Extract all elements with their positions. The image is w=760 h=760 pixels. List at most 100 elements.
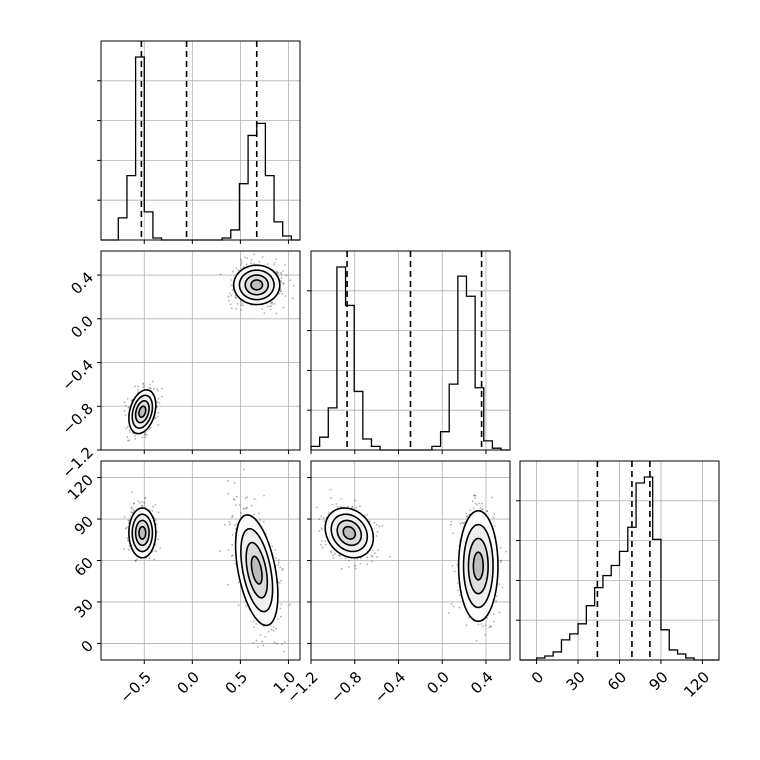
sample-point [330,550,333,553]
histogram-panel-2 [307,250,511,454]
histogram-panel-2-frame [310,250,511,451]
sample-point [474,497,477,500]
sample-point [459,522,462,525]
contour-1-2 [330,513,369,553]
sample-point [154,417,156,420]
sample-point [492,613,495,615]
sample-point [266,305,269,308]
x-tick-label: 0.0 [423,668,453,698]
sample-point [366,513,369,516]
sample-point [258,261,261,263]
sample-point [244,256,247,259]
sample-point [366,556,369,559]
sample-point [333,552,336,555]
sample-point [227,480,229,482]
sample-point [276,642,279,645]
sample-point [322,516,325,519]
sample-point [122,548,125,550]
x-tick-label: 30 [563,668,589,694]
sample-point [153,558,155,561]
sample-point [240,308,243,311]
sample-point [277,559,280,561]
sample-point [161,395,163,398]
sample-point [351,505,354,508]
y-tick-label: 0.0 [67,312,97,342]
x-tick-label: 120 [680,668,713,701]
sample-point [243,468,246,471]
sample-point [280,280,283,283]
sample-point [253,513,255,516]
sample-point [250,262,252,264]
sample-point [252,620,255,623]
sample-point [491,496,494,499]
sample-point [155,550,158,553]
sample-point [242,265,245,268]
sample-point [246,496,248,499]
contour-1-3 [134,519,150,547]
sample-point [275,557,278,559]
sample-point [493,525,496,527]
sample-point [132,432,135,435]
sample-point [127,406,130,409]
sample-point [280,603,283,606]
sample-point [246,257,249,260]
sample-point [330,496,332,499]
sample-point [381,524,384,527]
sample-point [471,500,474,503]
sample-point [143,497,146,500]
sample-point [154,549,156,552]
sample-point [262,520,265,523]
sample-point [275,271,278,273]
sample-point [338,554,341,557]
sample-point [280,277,283,279]
sample-point [279,279,282,282]
sample-point [279,566,282,569]
contour-2-2 [240,527,274,613]
sample-point [307,523,309,525]
sample-point [152,505,154,508]
sample-point [141,504,144,507]
sample-point [270,628,273,631]
sample-point [318,530,321,532]
sample-point [500,559,503,562]
sample-point [351,506,354,509]
sample-point [283,650,286,653]
sample-point [223,523,226,526]
sample-point [370,554,373,557]
sample-point [320,527,323,530]
sample-point [261,640,263,643]
sample-point [354,499,357,502]
sample-point [123,401,126,404]
sample-point [359,505,361,508]
sample-point [271,302,274,305]
sample-point [159,547,161,550]
sample-point [267,630,270,633]
sample-point [279,615,282,618]
sample-point [469,509,471,512]
sample-point [340,498,342,500]
sample-point [462,522,465,525]
sample-point [127,548,130,551]
sample-point [274,549,277,551]
sample-point [261,307,264,310]
contour-2-4 [250,279,264,291]
sample-point [157,397,160,400]
sample-point [154,503,157,506]
sample-point [453,570,456,573]
sample-point [359,557,362,560]
sample-point [134,385,136,388]
sample-point [270,308,272,311]
sample-point [253,262,256,265]
sample-point [126,436,129,438]
sample-point [156,531,159,533]
sample-point [234,296,237,299]
sample-point [277,272,280,275]
sample-point [284,295,287,297]
sample-point [234,562,237,565]
sample-point [498,583,501,585]
sample-point [148,557,151,560]
contour-1-3 [336,519,363,547]
sample-point [282,567,284,570]
